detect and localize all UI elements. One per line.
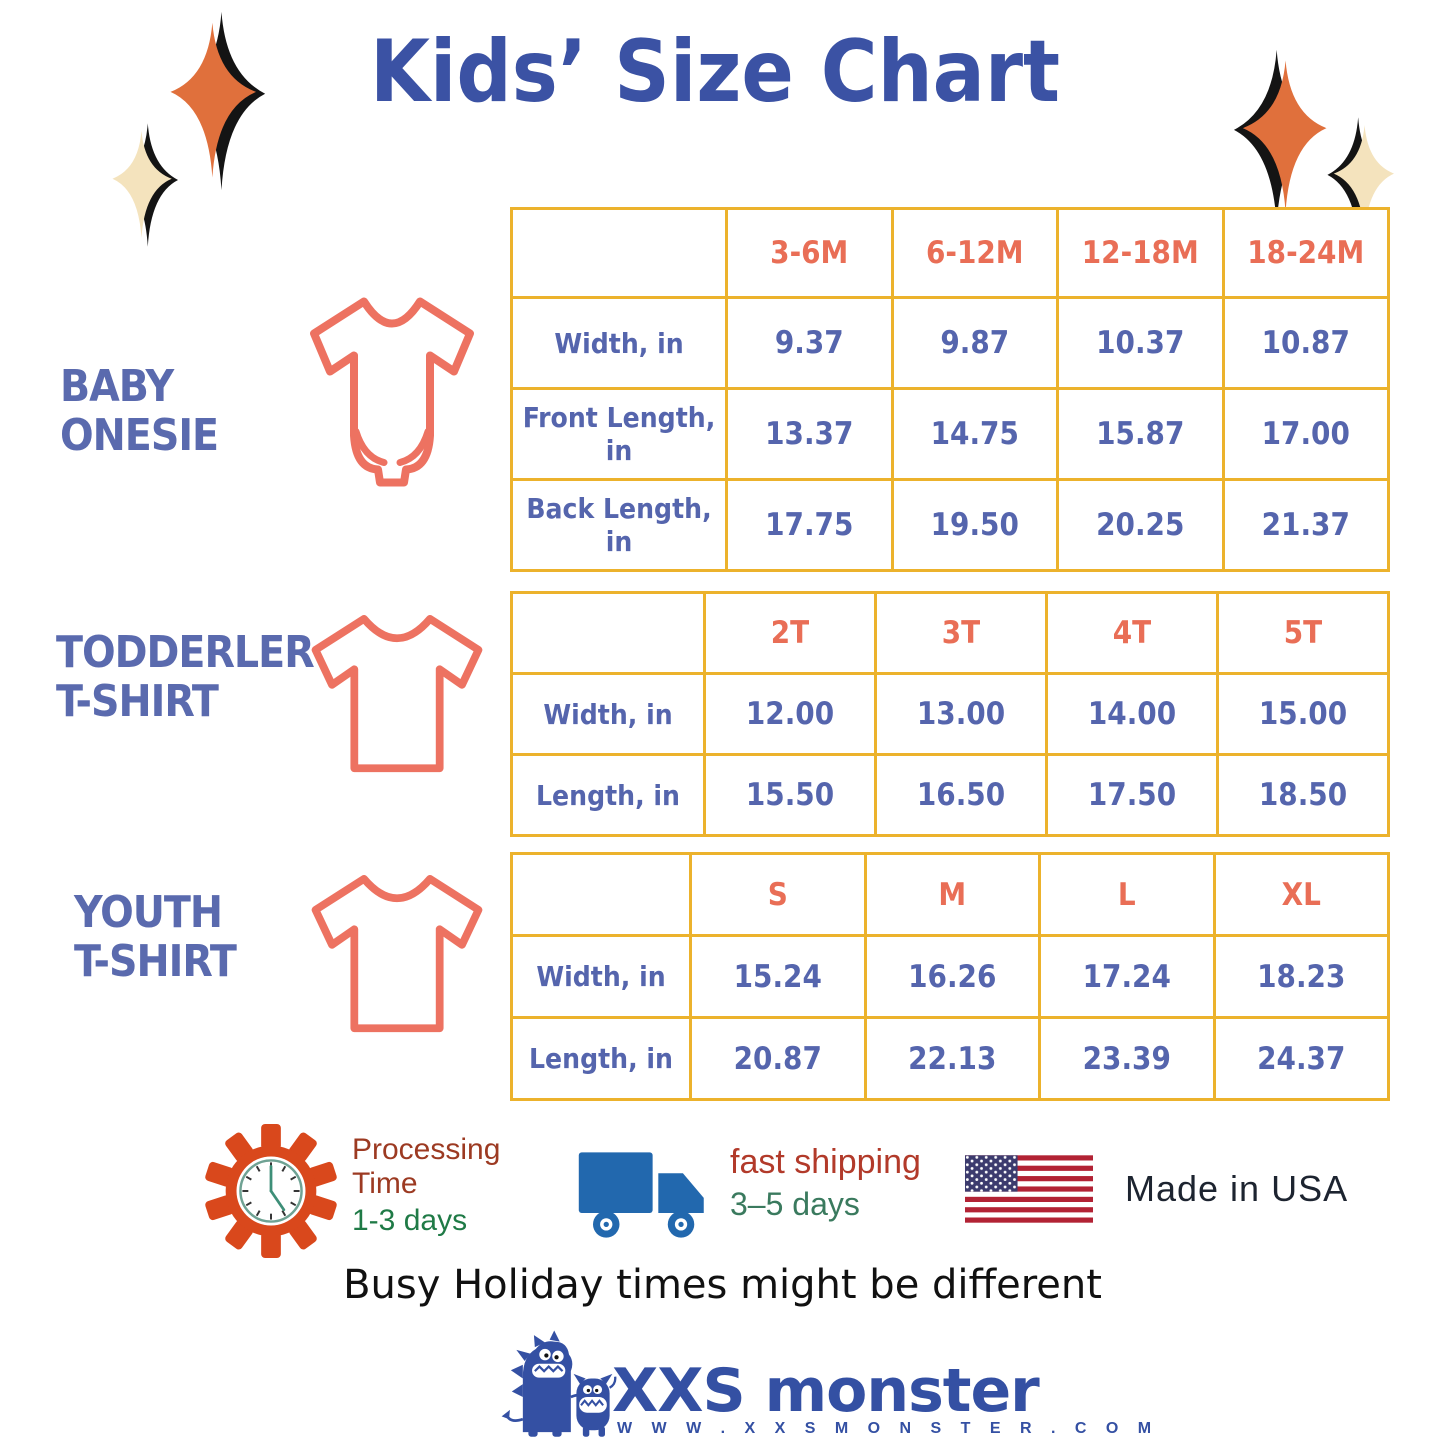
size-header-cell: 2T <box>703 591 877 675</box>
section-label-line: T-SHIRT <box>74 936 237 988</box>
baby-onesie-icon <box>310 297 474 487</box>
size-header-cell: S <box>689 852 867 937</box>
value-cell: 17.75 <box>725 478 894 572</box>
processing-time-label: Processing Time 1-3 days <box>352 1133 532 1238</box>
value-cell: 14.75 <box>890 387 1059 481</box>
value-cell: 13.00 <box>874 672 1048 756</box>
table-row: Width, in 9.37 9.87 10.37 10.87 <box>510 296 1390 390</box>
usa-flag-icon <box>965 1155 1093 1223</box>
value-cell: 22.13 <box>863 1016 1041 1101</box>
section-label-line: BABY <box>60 361 174 412</box>
value-cell: 19.50 <box>890 478 1059 572</box>
size-table-youth-t-shirt: S M L XL Width, in 15.24 16.26 17.24 18.23 Length… <box>510 852 1390 1101</box>
value-cell: 15.24 <box>689 934 867 1019</box>
processing-gear-clock-icon <box>205 1123 337 1259</box>
size-table: S M L XL Width, in 15.24 16.26 17.24 18.23 Length… <box>510 852 1390 1101</box>
table-row: Width, in 15.24 16.26 17.24 18.23 <box>510 934 1390 1019</box>
value-cell: 17.24 <box>1038 934 1216 1019</box>
size-header-cell: 3-6M <box>725 207 894 299</box>
value-cell: 15.50 <box>703 753 877 837</box>
value-cell: 10.37 <box>1056 296 1225 390</box>
size-header-cell: 12-18M <box>1056 207 1225 299</box>
row-label-cell: Length, in <box>510 1016 692 1101</box>
value-cell: 21.37 <box>1221 478 1390 572</box>
value-cell: 10.87 <box>1221 296 1390 390</box>
row-label-cell: Back Length, in <box>510 478 728 572</box>
section-label-line: T-SHIRT <box>56 676 219 728</box>
sparkle-icon <box>1327 117 1394 243</box>
row-label-cell: Width, in <box>510 672 706 756</box>
youth-t-shirt-icon <box>311 874 483 1033</box>
row-label-cell: Width, in <box>510 934 692 1019</box>
size-table: 2T 3T 4T 5T Width, in 12.00 13.00 14.00 15.00 Len… <box>510 591 1390 837</box>
value-cell: 14.00 <box>1045 672 1219 756</box>
toddler-t-shirt-icon <box>311 614 483 773</box>
sparkle-icon <box>170 11 266 191</box>
row-label-cell: Length, in <box>510 753 706 837</box>
value-cell: 18.50 <box>1216 753 1390 837</box>
table-row: Length, in 20.87 22.13 23.39 24.37 <box>510 1016 1390 1101</box>
value-cell: 23.39 <box>1038 1016 1216 1101</box>
size-header-cell: 6-12M <box>890 207 1059 299</box>
section-label-line: ONESIE <box>60 410 219 462</box>
corner-cell <box>510 207 728 299</box>
size-table-baby-onesie: 3-6M 6-12M 12-18M 18-24M Width, in 9.37 9.87 10… <box>510 207 1390 572</box>
fast-shipping-label: fast shipping 3–5 days <box>730 1143 990 1223</box>
size-table: 3-6M 6-12M 12-18M 18-24M Width, in 9.37 9.87 10… <box>510 207 1390 572</box>
shipping-truck-icon <box>578 1152 704 1238</box>
made-in-usa-label: Made in USA <box>1125 1168 1349 1209</box>
section-label-line: TODDERLER <box>56 627 315 678</box>
value-cell: 9.37 <box>725 296 894 390</box>
table-row: Back Length, in 17.75 19.50 20.25 21.37 <box>510 478 1390 572</box>
table-row: Width, in 12.00 13.00 14.00 15.00 <box>510 672 1390 756</box>
header-row: 3-6M 6-12M 12-18M 18-24M <box>510 207 1390 299</box>
value-cell: 24.37 <box>1212 1016 1390 1101</box>
brand-website: W W W . X X S M O N S T E R . C O M <box>617 1420 1159 1437</box>
value-cell: 17.50 <box>1045 753 1219 837</box>
table-row: Length, in 15.50 16.50 17.50 18.50 <box>510 753 1390 837</box>
fast-shipping-text: fast shipping <box>730 1143 921 1181</box>
size-header-cell: L <box>1038 852 1216 937</box>
corner-cell <box>510 591 706 675</box>
section-label-line: YOUTH <box>74 887 223 938</box>
value-cell: 17.00 <box>1221 387 1390 481</box>
value-cell: 16.50 <box>874 753 1048 837</box>
row-label-cell: Width, in <box>510 296 728 390</box>
page-title: Kids’ Size Chart <box>369 22 1061 122</box>
size-header-cell: 18-24M <box>1221 207 1390 299</box>
table-row: Front Length, in 13.37 14.75 15.87 17.00 <box>510 387 1390 481</box>
holiday-disclaimer: Busy Holiday times might be different <box>343 1262 1102 1308</box>
header-row: S M L XL <box>510 852 1390 937</box>
size-header-cell: 3T <box>874 591 1048 675</box>
value-cell: 20.25 <box>1056 478 1225 572</box>
value-cell: 13.37 <box>725 387 894 481</box>
value-cell: 18.23 <box>1212 934 1390 1019</box>
value-cell: 12.00 <box>703 672 877 756</box>
value-cell: 16.26 <box>863 934 1041 1019</box>
brand-logo-monsters-icon <box>501 1330 617 1437</box>
size-header-cell: XL <box>1212 852 1390 937</box>
section-label-youth-t-shirt: YOUTH T-SHIRT <box>74 887 237 988</box>
value-cell: 20.87 <box>689 1016 867 1101</box>
value-cell: 15.00 <box>1216 672 1390 756</box>
size-header-cell: 5T <box>1216 591 1390 675</box>
size-header-cell: M <box>863 852 1041 937</box>
sparkle-icon <box>112 123 179 247</box>
processing-days: 1-3 days <box>352 1204 468 1238</box>
section-label-toddler-t-shirt: TODDERLER T-SHIRT <box>56 627 315 728</box>
row-label-cell: Front Length, in <box>510 387 728 481</box>
corner-cell <box>510 852 692 937</box>
brand-name: XXS monster <box>612 1356 1040 1426</box>
value-cell: 15.87 <box>1056 387 1225 481</box>
size-table-toddler-t-shirt: 2T 3T 4T 5T Width, in 12.00 13.00 14.00 15.00 Len… <box>510 591 1390 837</box>
sparkle-icon <box>1233 49 1327 225</box>
shipping-days: 3–5 days <box>730 1186 860 1223</box>
section-label-baby-onesie: BABY ONESIE <box>60 361 219 462</box>
header-row: 2T 3T 4T 5T <box>510 591 1390 675</box>
size-header-cell: 4T <box>1045 591 1219 675</box>
value-cell: 9.87 <box>890 296 1059 390</box>
processing-time-text: Processing Time <box>352 1133 501 1200</box>
